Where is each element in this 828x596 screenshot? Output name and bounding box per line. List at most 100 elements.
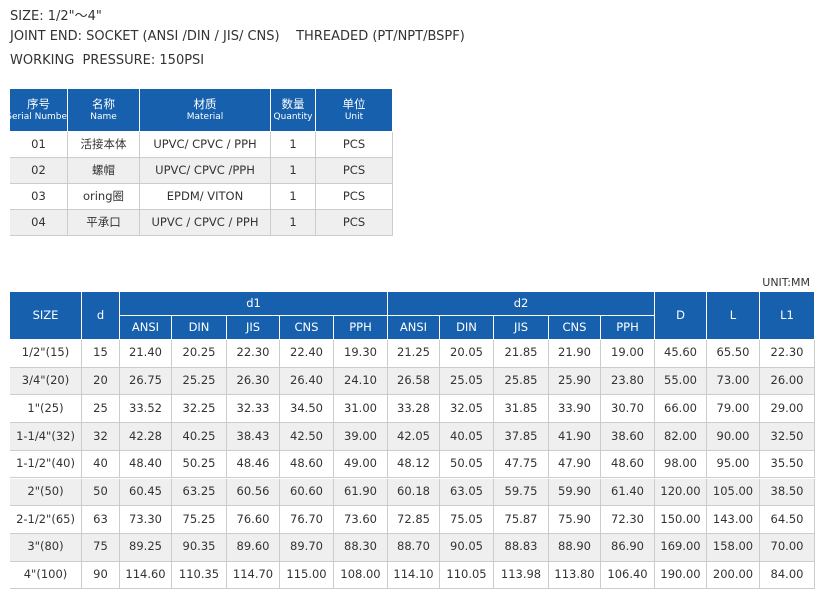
- parts-cell: PCS: [316, 184, 393, 210]
- cell-text: 31.00: [344, 400, 377, 415]
- dim-cell: 2"(50): [10, 478, 82, 507]
- dim-cell: 60.60: [280, 478, 334, 507]
- dim-cell: 89.70: [280, 533, 334, 562]
- cell-text: 143.00: [712, 511, 754, 526]
- cell-text: 03: [31, 188, 46, 203]
- dim-cell: 25.05: [440, 367, 494, 396]
- dim-subheader-cell: DIN: [172, 316, 227, 340]
- parts-cell: UPVC/ CPVC / PPH: [140, 132, 271, 158]
- cell-text: 1-1/4"(32): [16, 428, 75, 443]
- cell-text: 76.60: [236, 511, 270, 526]
- dim-cell: 49.00: [334, 450, 388, 479]
- dim-cell: 41.90: [549, 423, 601, 451]
- dim-cell: 88.83: [494, 533, 549, 562]
- cell-text: 90.05: [450, 539, 483, 554]
- dim-cell: 42.05: [388, 423, 440, 451]
- cell-text: 75.05: [450, 511, 483, 526]
- cell-text: 150.00: [660, 511, 701, 526]
- dim-cell: 143.00: [707, 506, 760, 534]
- cell-text: 41.90: [558, 428, 591, 443]
- dim-cell: 42.28: [120, 423, 172, 451]
- cell-text: 4"(100): [23, 567, 68, 582]
- dim-cell: 75.25: [172, 506, 227, 534]
- cell-text: 75.87: [504, 511, 538, 526]
- cell-text: 34.50: [290, 400, 323, 415]
- cell-text: 120.00: [660, 483, 701, 498]
- cell-text: SIZE: [32, 307, 59, 322]
- dim-cell: 34.50: [280, 395, 334, 424]
- dim-header-cell: SIZE: [10, 292, 82, 340]
- cell-text: 86.90: [611, 539, 644, 554]
- dim-cell: 26.30: [227, 367, 280, 396]
- cell-text: 79.00: [716, 400, 750, 415]
- cell-text: 73.00: [716, 373, 750, 388]
- dim-cell: 31.00: [334, 395, 388, 424]
- cell-text: 1-1/2"(40): [16, 456, 75, 471]
- cell-text: 19.00: [611, 345, 644, 360]
- cell-text: PPH: [349, 319, 372, 334]
- cell-text: 2-1/2"(65): [16, 511, 75, 526]
- dim-cell: 3"(80): [10, 533, 82, 562]
- cell-text: 42.05: [397, 428, 430, 443]
- cell-text: 1: [289, 136, 297, 151]
- dim-cell: 98.00: [655, 450, 707, 479]
- cell-text: 22.40: [290, 345, 323, 360]
- cell-text: 63: [93, 511, 108, 526]
- dim-cell: 4"(100): [10, 561, 82, 590]
- dim-cell: 50.25: [172, 450, 227, 479]
- dim-cell: 32.05: [440, 395, 494, 424]
- cell-text: 110.35: [178, 567, 220, 582]
- parts-cell: 1: [271, 132, 316, 158]
- cell-text: 25: [93, 400, 108, 415]
- cell-text: 23.80: [611, 373, 644, 388]
- cell-text: EPDM/ VITON: [166, 188, 244, 203]
- parts-header-cell: 名称 Name: [68, 89, 140, 132]
- cell-text: 42.50: [290, 428, 323, 443]
- dim-cell: 89.25: [120, 533, 172, 562]
- dim-cell: 76.60: [227, 506, 280, 534]
- dim-cell: 1-1/4"(32): [10, 423, 82, 451]
- dim-cell: 61.40: [601, 478, 655, 507]
- cell-text: PCS: [342, 214, 366, 229]
- dim-cell: 48.60: [280, 450, 334, 479]
- cell-text: 平承口: [86, 214, 121, 229]
- dim-subheader-cell: DIN: [440, 316, 494, 340]
- dim-cell: 113.98: [494, 561, 549, 590]
- dim-cell: 64.50: [760, 506, 815, 534]
- cell-text: 02: [31, 162, 46, 177]
- cell-text: 26.75: [129, 373, 162, 388]
- cell-text: 45.60: [664, 345, 697, 360]
- dim-cell: 59.75: [494, 478, 549, 507]
- cell-text: 数量: [281, 96, 305, 111]
- dim-cell: 60.56: [227, 478, 280, 507]
- cell-text: 38.60: [611, 428, 644, 443]
- cell-text: 20: [93, 373, 108, 388]
- cell-text: 25.25: [182, 373, 216, 388]
- cell-text: 47.75: [504, 456, 538, 471]
- parts-cell: 平承口: [68, 210, 140, 236]
- dim-cell: 3/4"(20): [10, 367, 82, 396]
- dim-cell: 72.30: [601, 506, 655, 534]
- dim-cell: 114.60: [120, 561, 172, 590]
- cell-text: oring圈: [82, 188, 125, 203]
- cell-text: 48.12: [397, 456, 430, 471]
- parts-header-cell: 材质 Material: [140, 89, 271, 132]
- dim-cell: 55.00: [655, 367, 707, 396]
- cell-text: 螺帽: [92, 162, 115, 177]
- dim-cell: 73.00: [707, 367, 760, 396]
- cell-text: 3"(80): [27, 539, 64, 554]
- dim-cell: 110.05: [440, 561, 494, 590]
- cell-text: 63.05: [450, 483, 483, 498]
- cell-text: 88.30: [344, 539, 377, 554]
- cell-text: 88.83: [504, 539, 538, 554]
- cell-text: 108.00: [340, 567, 381, 582]
- dim-cell: 120.00: [655, 478, 707, 507]
- dim-cell: 73.60: [334, 506, 388, 534]
- dim-cell: 76.70: [280, 506, 334, 534]
- dim-cell: 20.25: [172, 340, 227, 368]
- cell-text: 25.05: [450, 373, 483, 388]
- dim-cell: 19.30: [334, 340, 388, 368]
- dim-cell: 2-1/2"(65): [10, 506, 82, 534]
- dim-cell: 90.00: [707, 423, 760, 451]
- dim-cell: 29.00: [760, 395, 815, 424]
